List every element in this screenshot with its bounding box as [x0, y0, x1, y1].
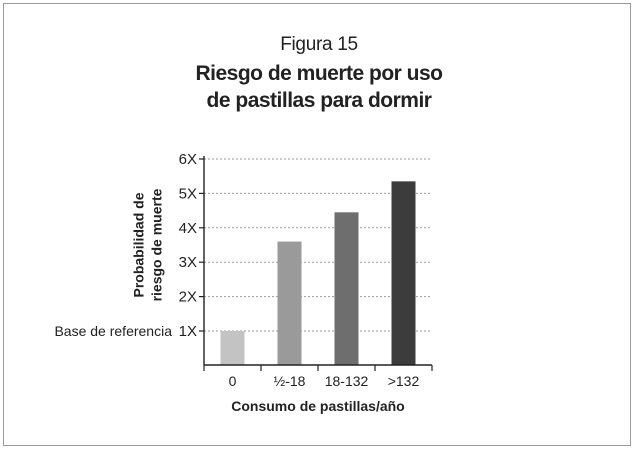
axes [199, 156, 433, 371]
bar-0 [220, 331, 245, 365]
y-tick-label-5X: 5X [179, 185, 197, 202]
x-tick-label-1: ½-18 [274, 373, 306, 389]
y-tick-label-2X: 2X [179, 289, 197, 306]
bar-1 [277, 241, 302, 365]
bar-3 [391, 181, 416, 365]
figure-label: Figura 15 [280, 34, 358, 55]
y-axis-title-line-2: riesgo de muerte [149, 188, 165, 301]
chart-title-line-1: Riesgo de muerte por uso [195, 62, 443, 85]
x-tick-label-3: >132 [388, 373, 420, 389]
x-axis-title: Consumo de pastillas/año [231, 398, 404, 414]
y-tick-label-4X: 4X [179, 220, 197, 237]
chart-title: Riesgo de muerte por uso de pastillas pa… [0, 60, 638, 114]
figure-frame [3, 3, 631, 446]
bars [220, 181, 416, 365]
y-tick-labels: 1X 2X 3X 4X 5X 6X [179, 151, 197, 340]
x-tick-label-2: 18-132 [325, 373, 369, 389]
x-tick-labels: 0 ½-18 18-132 >132 [229, 373, 420, 389]
baseline-label: Base de referencia [54, 323, 172, 339]
chart-title-line-2: de pastillas para dormir [206, 89, 432, 112]
y-tick-label-6X: 6X [179, 151, 197, 168]
bar-2 [334, 212, 359, 365]
y-axis-title-line-1: Probabilidad de [131, 192, 147, 297]
x-tick-label-0: 0 [229, 373, 237, 389]
y-tick-label-3X: 3X [179, 254, 197, 271]
y-axis-title: Probabilidad de riesgo de muerte [131, 188, 165, 301]
y-tick-label-1X: 1X [179, 323, 197, 340]
